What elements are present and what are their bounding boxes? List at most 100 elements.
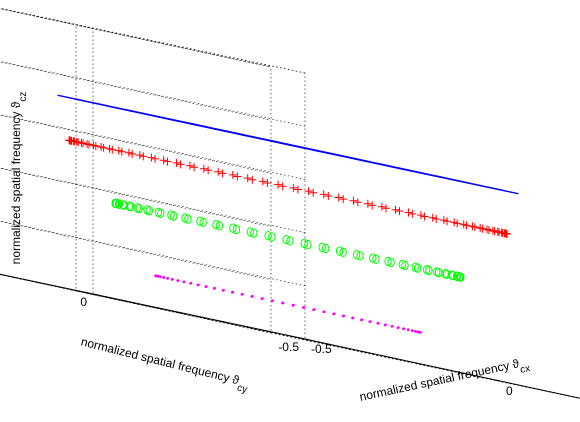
x-tick-label: -0.5 bbox=[311, 342, 332, 356]
circle-marker bbox=[143, 205, 151, 215]
circle-marker bbox=[318, 242, 326, 252]
circle-marker bbox=[387, 257, 395, 268]
dot-marker bbox=[162, 276, 166, 279]
plus-marker bbox=[363, 199, 372, 208]
plus-marker bbox=[263, 178, 272, 187]
dot-marker bbox=[182, 280, 186, 284]
dot-marker bbox=[281, 301, 285, 305]
circle-marker bbox=[335, 246, 344, 256]
dot-marker bbox=[171, 278, 174, 281]
plus-marker bbox=[483, 225, 492, 234]
plus-marker bbox=[324, 191, 333, 200]
x-tick bbox=[494, 379, 501, 382]
circle-marker bbox=[398, 259, 406, 270]
circle-marker bbox=[232, 224, 241, 235]
dot-marker bbox=[322, 310, 326, 313]
plus-marker bbox=[69, 137, 78, 146]
circle-marker bbox=[369, 253, 377, 263]
circle-marker bbox=[215, 221, 224, 231]
plus-marker bbox=[84, 140, 93, 149]
dot-marker bbox=[251, 294, 254, 298]
plus-marker bbox=[204, 166, 213, 175]
plus-marker bbox=[172, 158, 181, 167]
plus-marker bbox=[199, 164, 208, 173]
plus-marker bbox=[151, 154, 160, 163]
grid-line bbox=[0, 273, 306, 340]
dot-marker bbox=[222, 288, 225, 292]
circle-marker bbox=[199, 217, 207, 228]
circle-marker bbox=[322, 243, 330, 254]
circle-marker bbox=[154, 207, 163, 218]
plus-marker bbox=[293, 185, 302, 194]
circle-marker bbox=[352, 249, 361, 260]
plus-marker bbox=[349, 196, 358, 205]
grid-line bbox=[0, 274, 272, 334]
dot-marker bbox=[402, 327, 405, 331]
axis-labels: normalized spatial frequency ϑcz normaliz… bbox=[9, 92, 531, 404]
dot-marker bbox=[197, 283, 200, 287]
grid-line bbox=[0, 7, 306, 74]
circle-marker bbox=[184, 214, 192, 224]
dot-marker bbox=[159, 275, 162, 279]
grid-line bbox=[270, 67, 580, 399]
plus-marker bbox=[353, 198, 362, 207]
plus-marker bbox=[97, 142, 106, 151]
plus-marker bbox=[453, 219, 462, 228]
plus-marker bbox=[114, 146, 123, 155]
plus-marker bbox=[304, 187, 313, 196]
circle-marker bbox=[229, 223, 237, 233]
circle-marker bbox=[212, 219, 220, 230]
plus-marker bbox=[416, 211, 425, 220]
dot-marker bbox=[156, 274, 160, 278]
circle-marker bbox=[413, 263, 422, 273]
dot-marker bbox=[383, 323, 387, 327]
grid-line bbox=[0, 220, 306, 287]
circle-marker bbox=[133, 203, 142, 213]
plus-marker bbox=[439, 216, 448, 225]
plus-marker bbox=[377, 202, 386, 211]
dot-marker bbox=[406, 328, 410, 332]
grid-line bbox=[0, 167, 306, 233]
plus-marker bbox=[495, 228, 504, 237]
plus-marker bbox=[83, 139, 92, 148]
circle-marker bbox=[112, 198, 120, 209]
circle-marker bbox=[282, 234, 290, 245]
x-tick-label: 0 bbox=[506, 384, 513, 398]
dot-marker bbox=[204, 285, 208, 288]
plus-marker bbox=[139, 152, 148, 161]
plus-marker bbox=[218, 169, 227, 178]
series-group bbox=[57, 94, 519, 334]
circle-marker bbox=[114, 199, 123, 209]
plus-marker bbox=[478, 224, 487, 233]
grid-line bbox=[0, 61, 306, 127]
plus-marker bbox=[228, 170, 237, 179]
plus-marker bbox=[488, 226, 497, 235]
circle-marker bbox=[384, 256, 392, 267]
dot-marker bbox=[410, 329, 414, 332]
plus-marker bbox=[395, 207, 404, 216]
series-line bbox=[57, 94, 519, 195]
y-axis-label: normalized spatial frequency ϑcy bbox=[78, 334, 250, 395]
plus-marker bbox=[339, 195, 348, 204]
circle-marker bbox=[264, 231, 272, 241]
grid-line bbox=[0, 7, 306, 74]
series-2 bbox=[111, 198, 465, 282]
circle-marker bbox=[456, 272, 464, 282]
circle-marker bbox=[425, 265, 433, 276]
y-tick-label: -0.5 bbox=[278, 340, 299, 354]
grid-line bbox=[0, 114, 306, 180]
circle-marker bbox=[339, 247, 347, 257]
plus-marker bbox=[124, 148, 133, 157]
plus-marker bbox=[258, 177, 267, 186]
y-axis-line bbox=[0, 273, 306, 340]
y-tick-label: 0 bbox=[80, 295, 87, 309]
dot-marker bbox=[396, 326, 400, 329]
plus-marker bbox=[309, 188, 318, 197]
plus-marker bbox=[319, 190, 328, 199]
dot-marker bbox=[231, 290, 235, 294]
plus-marker bbox=[476, 223, 485, 232]
dot-marker bbox=[360, 318, 364, 321]
plus-marker bbox=[289, 183, 298, 192]
plus-marker bbox=[432, 214, 441, 223]
